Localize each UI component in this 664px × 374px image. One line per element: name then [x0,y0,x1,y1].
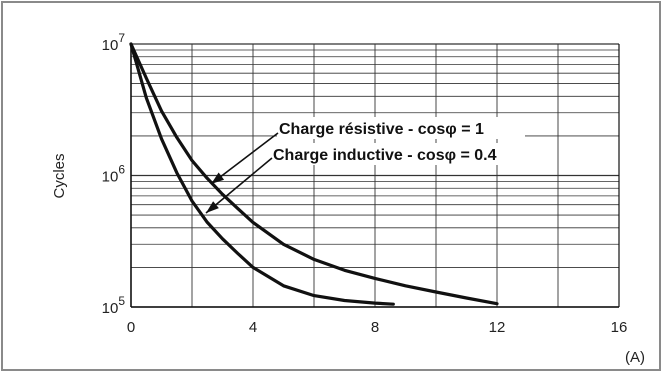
series-line-1 [129,42,499,306]
x-unit-label: (A) [625,349,645,366]
y-tick-mantissa: 10 [102,37,119,54]
x-tick-label: 0 [127,319,135,336]
y-axis-title: Cycles [51,153,68,198]
series-line-2 [129,42,395,306]
y-tick-exponent: 6 [118,163,125,177]
y-tick-label: 107 [102,31,126,54]
x-tick-label: 12 [489,319,506,336]
y-tick-mantissa: 10 [102,169,119,186]
y-tick-label: 106 [102,163,126,186]
x-tick-label: 16 [611,319,628,336]
label-bg [277,117,525,139]
arrow-resistive [210,132,279,185]
arrow-inductive [205,157,273,214]
series-label-2: Charge inductive - cosφ = 0.4 [273,147,497,164]
y-tick-mantissa: 10 [102,300,119,317]
x-tick-label: 4 [249,319,257,336]
series-label-1: Charge résistive - cosφ = 1 [279,121,484,138]
y-tick-exponent: 5 [118,294,125,308]
label-bg [271,143,533,165]
y-tick-exponent: 7 [118,31,125,45]
annotations: Charge résistive - cosφ = 1 Charge induct… [205,117,533,214]
arrow-inductive-head [206,201,219,213]
arrow-resistive-head [211,172,225,184]
y-tick-label: 105 [102,294,126,317]
curves [129,42,499,306]
x-tick-label: 8 [371,319,379,336]
